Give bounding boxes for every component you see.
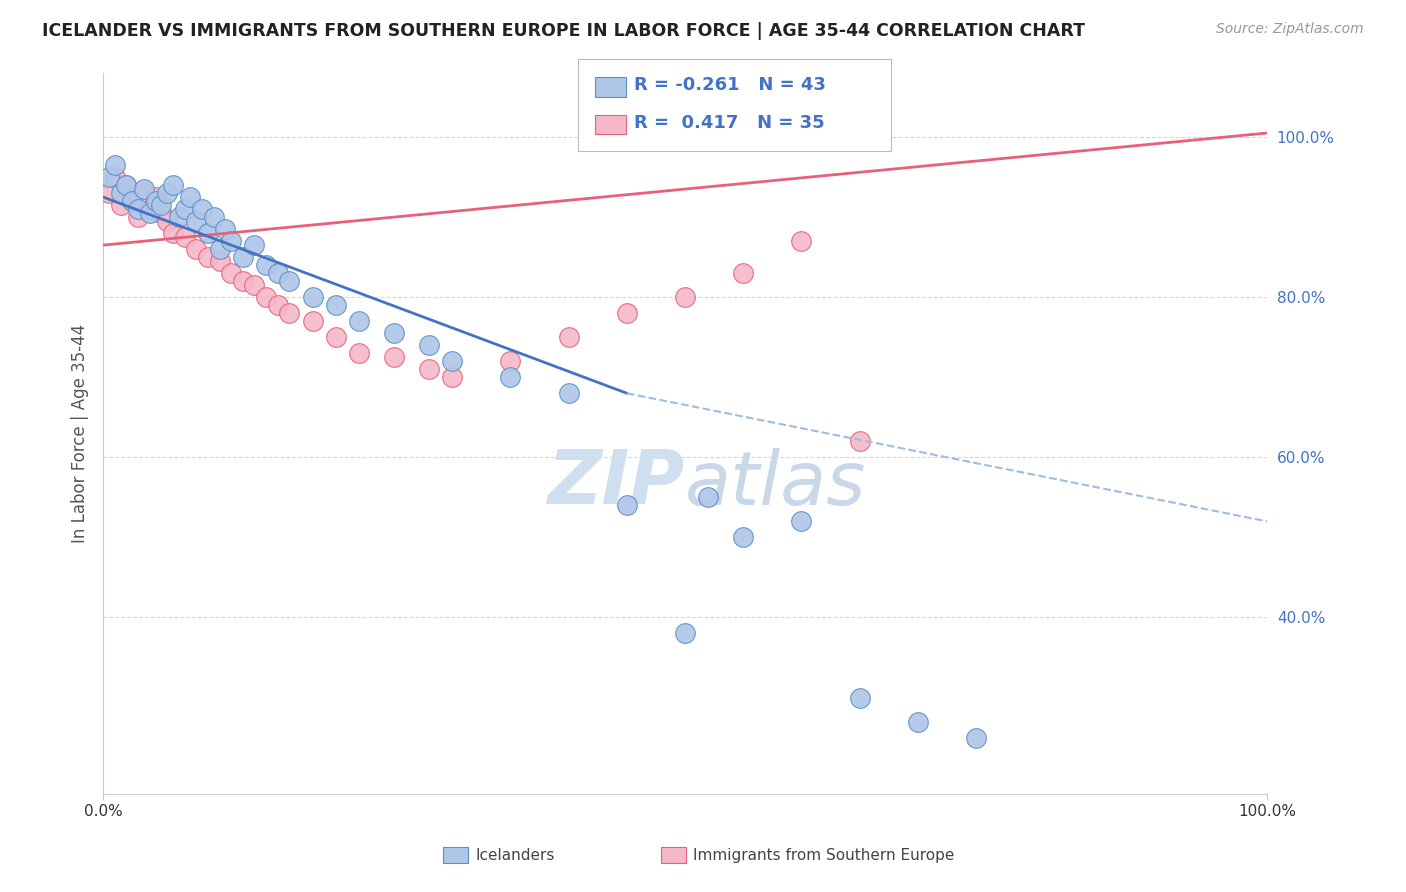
- Point: [232, 250, 254, 264]
- Text: atlas: atlas: [685, 448, 866, 520]
- Point: [301, 290, 323, 304]
- Point: [499, 354, 522, 368]
- Point: [115, 178, 138, 192]
- Point: [197, 250, 219, 264]
- Point: [232, 274, 254, 288]
- Point: [115, 178, 138, 192]
- Point: [138, 206, 160, 220]
- Point: [848, 690, 870, 705]
- Point: [557, 386, 579, 401]
- Text: ZIP: ZIP: [548, 447, 685, 520]
- Point: [733, 530, 755, 544]
- Point: [197, 226, 219, 240]
- Point: [441, 354, 464, 368]
- Point: [243, 238, 266, 252]
- Point: [150, 198, 173, 212]
- Point: [347, 314, 370, 328]
- Point: [173, 202, 195, 216]
- Point: [150, 206, 173, 220]
- Point: [907, 714, 929, 729]
- Point: [382, 326, 405, 341]
- Point: [219, 234, 242, 248]
- Point: [145, 194, 167, 208]
- Point: [557, 330, 579, 344]
- Point: [145, 190, 167, 204]
- Point: [616, 306, 638, 320]
- Point: [214, 222, 236, 236]
- Point: [243, 278, 266, 293]
- Point: [127, 210, 149, 224]
- Point: [127, 202, 149, 216]
- Point: [121, 194, 143, 208]
- Text: Source: ZipAtlas.com: Source: ZipAtlas.com: [1216, 22, 1364, 37]
- Text: Icelanders: Icelanders: [475, 848, 554, 863]
- Point: [132, 186, 155, 200]
- Point: [267, 298, 290, 312]
- Point: [616, 499, 638, 513]
- Point: [97, 170, 120, 185]
- Point: [441, 370, 464, 384]
- Point: [673, 290, 696, 304]
- Point: [382, 350, 405, 364]
- Text: R =  0.417   N = 35: R = 0.417 N = 35: [634, 113, 825, 131]
- Point: [179, 190, 201, 204]
- Point: [418, 338, 440, 352]
- Point: [110, 186, 132, 200]
- Point: [499, 370, 522, 384]
- Text: Immigrants from Southern Europe: Immigrants from Southern Europe: [693, 848, 955, 863]
- Point: [121, 194, 143, 208]
- Point: [156, 186, 179, 200]
- Point: [733, 266, 755, 280]
- Point: [202, 210, 225, 224]
- Point: [254, 290, 277, 304]
- Point: [301, 314, 323, 328]
- Point: [219, 266, 242, 280]
- Point: [173, 230, 195, 244]
- Point: [278, 274, 301, 288]
- Text: R = -0.261   N = 43: R = -0.261 N = 43: [634, 77, 825, 95]
- Point: [347, 346, 370, 360]
- Y-axis label: In Labor Force | Age 35-44: In Labor Force | Age 35-44: [72, 324, 89, 543]
- Point: [208, 254, 231, 268]
- Point: [186, 242, 208, 256]
- Point: [104, 158, 127, 172]
- Point: [104, 170, 127, 185]
- Point: [254, 258, 277, 272]
- Point: [965, 731, 987, 745]
- Point: [208, 242, 231, 256]
- Point: [138, 202, 160, 216]
- Point: [97, 186, 120, 200]
- Point: [418, 362, 440, 376]
- Point: [278, 306, 301, 320]
- Point: [191, 202, 214, 216]
- Point: [110, 198, 132, 212]
- Point: [156, 214, 179, 228]
- Point: [697, 491, 720, 505]
- Point: [167, 210, 190, 224]
- Point: [186, 214, 208, 228]
- Point: [162, 226, 184, 240]
- Text: ICELANDER VS IMMIGRANTS FROM SOUTHERN EUROPE IN LABOR FORCE | AGE 35-44 CORRELAT: ICELANDER VS IMMIGRANTS FROM SOUTHERN EU…: [42, 22, 1085, 40]
- Point: [162, 178, 184, 192]
- Point: [267, 266, 290, 280]
- Point: [673, 626, 696, 640]
- Point: [848, 434, 870, 449]
- Point: [325, 330, 347, 344]
- Point: [325, 298, 347, 312]
- Point: [790, 514, 813, 528]
- Point: [132, 182, 155, 196]
- Point: [790, 234, 813, 248]
